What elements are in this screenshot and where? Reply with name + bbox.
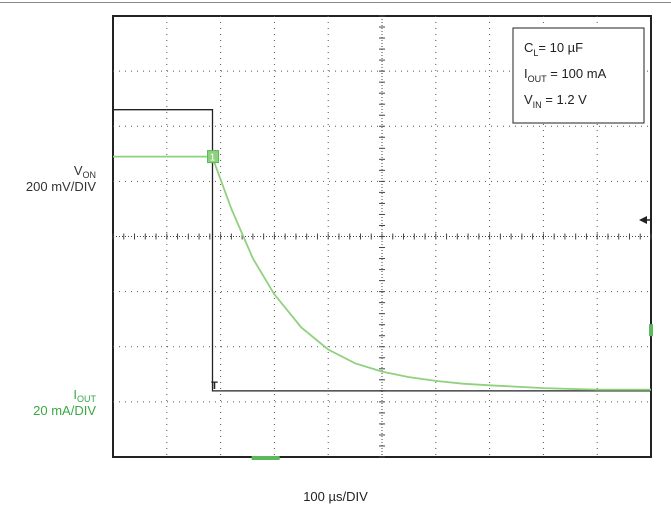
time-scale-prefix: 100 <box>303 489 329 504</box>
iout-offset-marker <box>649 324 653 337</box>
annotation-box <box>512 27 645 124</box>
iout-subscript: OUT <box>77 394 96 404</box>
annotation-text: = 10 µF <box>538 40 583 55</box>
annotation-text: V <box>524 92 533 107</box>
trigger-level-arrow-icon <box>639 215 647 224</box>
annotation-subscript: OUT <box>528 74 548 84</box>
von-subscript: ON <box>82 170 97 180</box>
channel-marker-label: 1 <box>210 153 216 164</box>
annotation-text: C <box>524 40 533 55</box>
annotation-line: CL= 10 µF <box>524 40 583 58</box>
time-scale-label: 100 µs/DIV <box>0 489 671 504</box>
annotation-text: I <box>524 66 528 81</box>
top-rule <box>0 2 671 3</box>
trigger-marker-label: T <box>211 380 218 392</box>
von-scale-label: VON 200 mV/DIV <box>26 163 96 195</box>
iout-per-div: 20 mA/DIV <box>33 403 96 418</box>
von-name: V <box>73 163 83 178</box>
time-scale-mu: µ <box>328 489 337 504</box>
channel-marker-box <box>207 150 220 164</box>
von-per-div: 200 mV/DIV <box>25 179 96 194</box>
annotation-text: = 100 mA <box>547 66 607 81</box>
time-offset-marker <box>251 456 280 460</box>
annotation-subscript: IN <box>533 100 542 110</box>
annotation-text: = 1.2 V <box>542 92 587 107</box>
iout-scale-label: IOUT 20 mA/DIV <box>33 387 96 419</box>
time-scale-suffix: s/DIV <box>336 489 368 504</box>
iout-name: I <box>73 387 77 402</box>
annotation-subscript: L <box>533 48 538 58</box>
annotation-line: VIN = 1.2 V <box>524 92 587 110</box>
annotation-line: IOUT = 100 mA <box>524 66 607 84</box>
trace-von <box>113 109 651 392</box>
trace-iout <box>113 155 651 391</box>
